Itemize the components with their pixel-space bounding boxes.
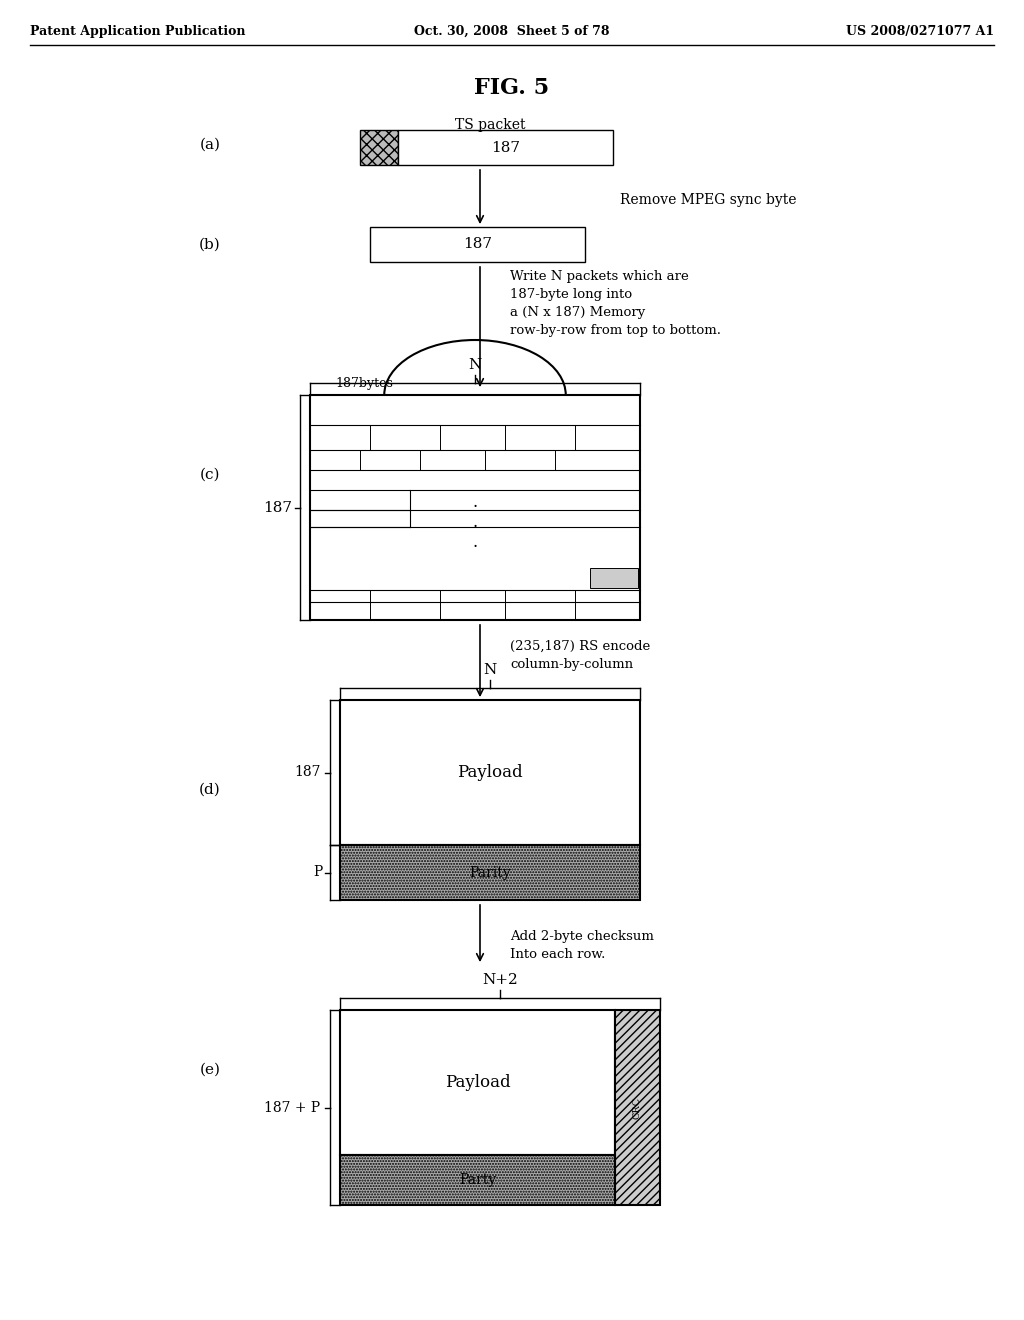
Text: US 2008/0271077 A1: US 2008/0271077 A1 <box>846 25 994 38</box>
Text: 187: 187 <box>463 238 492 252</box>
Text: (235,187) RS encode
column-by-column: (235,187) RS encode column-by-column <box>510 640 650 671</box>
Text: TS packet: TS packet <box>455 117 525 132</box>
Text: (a): (a) <box>200 139 220 152</box>
Text: Parity: Parity <box>469 866 511 879</box>
Text: Payload: Payload <box>457 764 523 781</box>
Bar <box>370 227 585 261</box>
Bar <box>340 845 640 900</box>
Text: Add 2-byte checksum
Into each row.: Add 2-byte checksum Into each row. <box>510 931 654 961</box>
Text: 187: 187 <box>263 500 293 515</box>
Text: CRC: CRC <box>633 1097 642 1118</box>
Text: Party: Party <box>459 1173 496 1187</box>
Text: 187 + P: 187 + P <box>264 1101 321 1114</box>
Bar <box>310 395 640 620</box>
Bar <box>615 1010 660 1205</box>
Bar <box>340 1010 615 1155</box>
Text: P: P <box>313 866 323 879</box>
Text: (e): (e) <box>200 1063 220 1077</box>
Bar <box>398 129 613 165</box>
Text: Patent Application Publication: Patent Application Publication <box>30 25 246 38</box>
Text: Payload: Payload <box>444 1074 510 1092</box>
Bar <box>590 568 638 587</box>
Text: N: N <box>468 358 481 372</box>
Text: 187: 187 <box>295 766 322 780</box>
Text: Write N packets which are
187-byte long into
a (N x 187) Memory
row-by-row from : Write N packets which are 187-byte long … <box>510 271 721 337</box>
Text: (c): (c) <box>200 469 220 482</box>
Text: Oct. 30, 2008  Sheet 5 of 78: Oct. 30, 2008 Sheet 5 of 78 <box>415 25 609 38</box>
Text: N: N <box>483 663 497 677</box>
Bar <box>340 700 640 845</box>
Text: 187bytes: 187bytes <box>335 376 393 389</box>
Text: ·
·
·: · · · <box>472 499 477 556</box>
Text: Remove MPEG sync byte: Remove MPEG sync byte <box>620 193 797 207</box>
Bar <box>360 129 398 165</box>
Text: 187: 187 <box>490 140 520 154</box>
Text: N+2: N+2 <box>482 973 518 987</box>
Bar <box>340 1155 615 1205</box>
Text: FIG. 5: FIG. 5 <box>474 77 550 99</box>
Text: (b): (b) <box>199 238 221 252</box>
Text: (d): (d) <box>199 783 221 797</box>
